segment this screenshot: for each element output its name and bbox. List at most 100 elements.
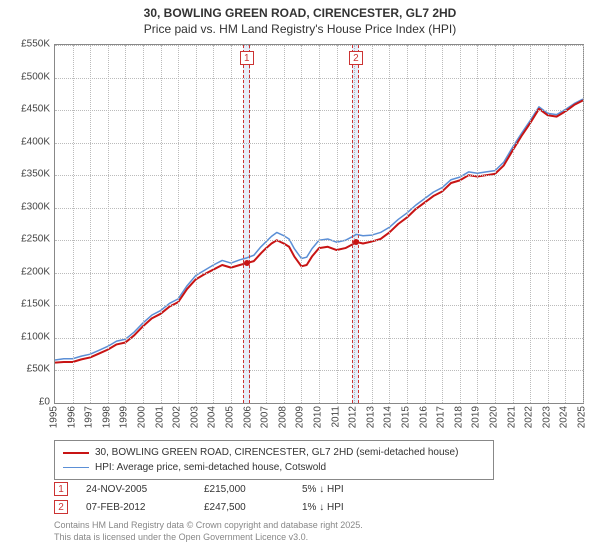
gridline-v <box>583 45 584 403</box>
x-axis-label: 2006 <box>242 406 253 428</box>
y-axis-label: £350K <box>0 169 50 180</box>
x-axis-label: 1995 <box>49 406 60 428</box>
gridline-v <box>90 45 91 403</box>
page-subtitle: Price paid vs. HM Land Registry's House … <box>0 22 600 40</box>
x-axis-label: 2011 <box>330 406 341 428</box>
x-axis-label: 2012 <box>348 406 359 428</box>
gridline-v <box>178 45 179 403</box>
x-axis-label: 2021 <box>506 406 517 428</box>
gridline-v <box>389 45 390 403</box>
sale-date: 24-NOV-2005 <box>86 484 186 495</box>
sale-band <box>243 45 250 403</box>
gridline-v <box>161 45 162 403</box>
x-axis-label: 2008 <box>277 406 288 428</box>
x-axis-label: 2020 <box>489 406 500 428</box>
gridline-v <box>425 45 426 403</box>
legend-label: HPI: Average price, semi-detached house,… <box>95 460 326 475</box>
x-axis-label: 2016 <box>418 406 429 428</box>
sale-point-dot <box>244 260 250 266</box>
sale-tag: 1 <box>54 482 68 496</box>
gridline-v <box>477 45 478 403</box>
x-axis-label: 2002 <box>172 406 183 428</box>
table-row: 1 24-NOV-2005 £215,000 5% ↓ HPI <box>54 480 402 498</box>
x-axis-label: 2023 <box>541 406 552 428</box>
gridline-v <box>125 45 126 403</box>
x-axis-label: 2000 <box>137 406 148 428</box>
y-axis-label: £0 <box>0 397 50 408</box>
y-axis-label: £450K <box>0 104 50 115</box>
gridline-v <box>565 45 566 403</box>
license-line: This data is licensed under the Open Gov… <box>54 532 363 544</box>
sale-marker-tag: 1 <box>240 51 254 65</box>
y-axis-label: £300K <box>0 201 50 212</box>
legend-box: 30, BOWLING GREEN ROAD, CIRENCESTER, GL7… <box>54 440 494 480</box>
gridline-v <box>284 45 285 403</box>
y-axis-label: £100K <box>0 331 50 342</box>
x-axis-label: 2007 <box>260 406 271 428</box>
x-axis-label: 2019 <box>471 406 482 428</box>
page-title: 30, BOWLING GREEN ROAD, CIRENCESTER, GL7… <box>0 0 600 22</box>
license-line: Contains HM Land Registry data © Crown c… <box>54 520 363 532</box>
y-axis-label: £250K <box>0 234 50 245</box>
y-axis-label: £400K <box>0 136 50 147</box>
gridline-v <box>460 45 461 403</box>
sale-point-dot <box>353 239 359 245</box>
x-axis-label: 2004 <box>207 406 218 428</box>
x-axis-label: 2018 <box>453 406 464 428</box>
x-axis-label: 1997 <box>84 406 95 428</box>
sale-delta: 1% ↓ HPI <box>302 502 402 513</box>
x-axis-label: 2017 <box>436 406 447 428</box>
gridline-v <box>442 45 443 403</box>
y-axis-label: £50K <box>0 364 50 375</box>
x-axis-label: 2005 <box>225 406 236 428</box>
gridline-v <box>548 45 549 403</box>
x-axis-label: 2025 <box>577 406 588 428</box>
y-axis-label: £150K <box>0 299 50 310</box>
sale-band <box>352 45 359 403</box>
sale-tag: 2 <box>54 500 68 514</box>
gridline-v <box>143 45 144 403</box>
gridline-v <box>108 45 109 403</box>
x-axis-label: 1999 <box>119 406 130 428</box>
gridline-v <box>337 45 338 403</box>
gridline-v <box>213 45 214 403</box>
gridline-v <box>513 45 514 403</box>
gridline-v <box>196 45 197 403</box>
gridline-v <box>231 45 232 403</box>
legend-swatch <box>63 452 89 454</box>
x-axis-label: 2013 <box>365 406 376 428</box>
x-axis-label: 2009 <box>295 406 306 428</box>
sale-delta: 5% ↓ HPI <box>302 484 402 495</box>
legend-item: 30, BOWLING GREEN ROAD, CIRENCESTER, GL7… <box>63 445 485 460</box>
sale-price: £215,000 <box>204 484 284 495</box>
gridline-v <box>530 45 531 403</box>
gridline-v <box>266 45 267 403</box>
y-axis-label: £550K <box>0 39 50 50</box>
sale-price: £247,500 <box>204 502 284 513</box>
gridline-v <box>407 45 408 403</box>
gridline-v <box>73 45 74 403</box>
legend-item: HPI: Average price, semi-detached house,… <box>63 460 485 475</box>
sale-events-table: 1 24-NOV-2005 £215,000 5% ↓ HPI 2 07-FEB… <box>54 480 402 516</box>
table-row: 2 07-FEB-2012 £247,500 1% ↓ HPI <box>54 498 402 516</box>
sale-marker-tag: 2 <box>349 51 363 65</box>
legend-swatch <box>63 467 89 468</box>
x-axis-label: 2003 <box>189 406 200 428</box>
y-axis-label: £500K <box>0 71 50 82</box>
x-axis-label: 2015 <box>401 406 412 428</box>
gridline-v <box>319 45 320 403</box>
y-axis-label: £200K <box>0 266 50 277</box>
x-axis-label: 2022 <box>524 406 535 428</box>
x-axis-label: 1996 <box>66 406 77 428</box>
license-text: Contains HM Land Registry data © Crown c… <box>54 520 363 543</box>
plot-region: 12 <box>54 44 584 404</box>
x-axis-label: 1998 <box>101 406 112 428</box>
x-axis-label: 2001 <box>154 406 165 428</box>
legend-label: 30, BOWLING GREEN ROAD, CIRENCESTER, GL7… <box>95 445 458 460</box>
gridline-v <box>301 45 302 403</box>
x-axis-label: 2010 <box>313 406 324 428</box>
gridline-v <box>495 45 496 403</box>
x-axis-label: 2024 <box>559 406 570 428</box>
chart-area: 12 £0£50K£100K£150K£200K£250K£300K£350K£… <box>0 44 600 434</box>
sale-date: 07-FEB-2012 <box>86 502 186 513</box>
